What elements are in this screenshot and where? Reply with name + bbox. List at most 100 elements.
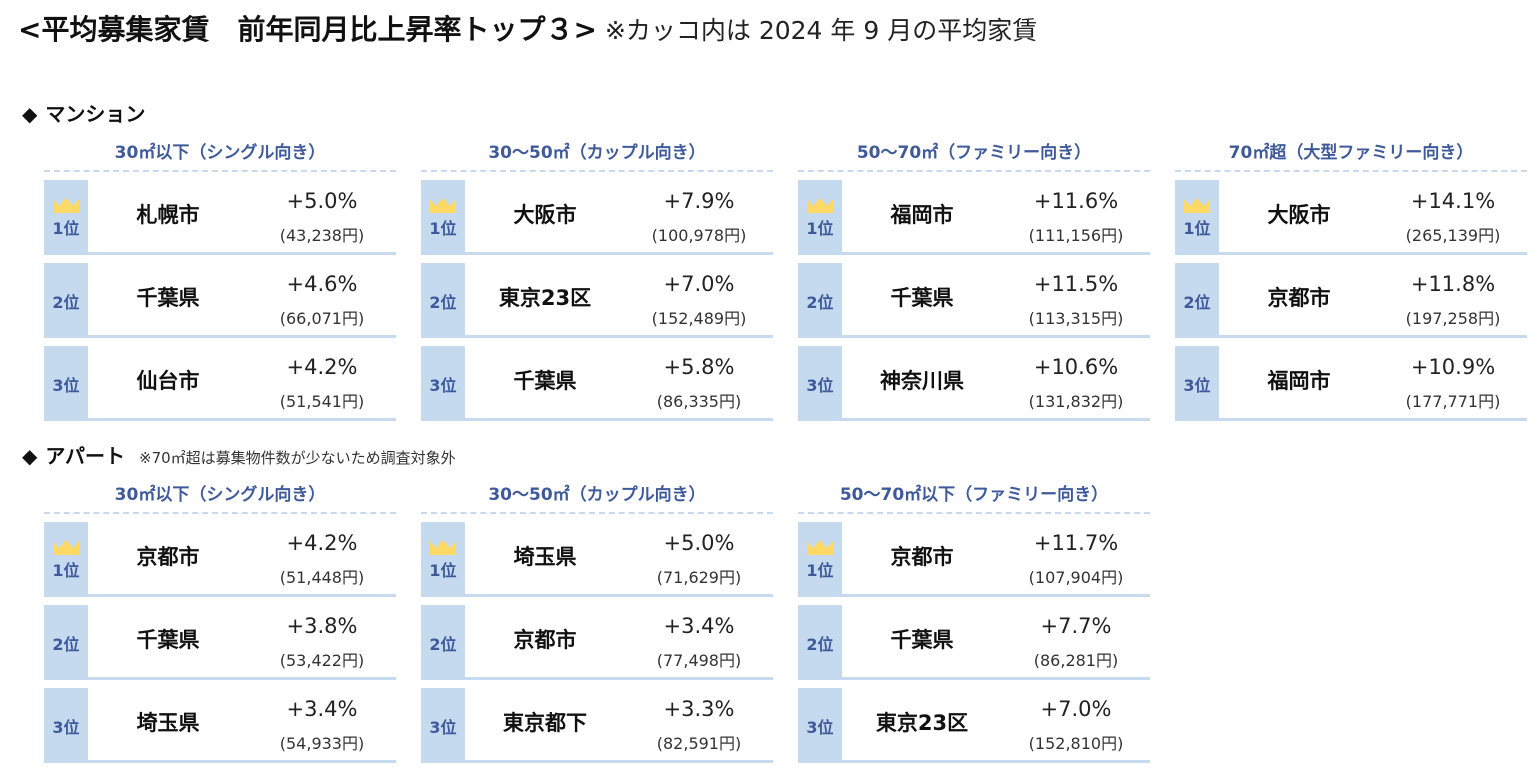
average-rent: (82,591円) bbox=[656, 734, 742, 753]
table-subhead: 30㎡以下（シングル向き） bbox=[114, 143, 326, 163]
ranking-row: 1位 大阪市 +7.9% (100,978円) bbox=[421, 180, 773, 255]
dashed-divider bbox=[44, 170, 396, 172]
average-rent: (43,238円) bbox=[279, 226, 365, 245]
ranking-row: 3位 仙台市 +4.2% (51,541円) bbox=[44, 346, 396, 421]
rank-cell: 1位 bbox=[44, 522, 88, 597]
increase-rate: +3.3% bbox=[663, 697, 735, 721]
values-cell: +3.4% (77,498円) bbox=[625, 605, 773, 677]
average-rent: (66,071円) bbox=[279, 309, 365, 328]
section-heading-mansion: ◆ マンション bbox=[22, 98, 145, 127]
rank-label: 1位 bbox=[429, 218, 457, 238]
increase-rate: +7.9% bbox=[663, 189, 735, 213]
crown-icon bbox=[1184, 197, 1210, 213]
dashed-divider bbox=[798, 512, 1150, 514]
increase-rate: +11.8% bbox=[1410, 272, 1496, 296]
ranking-row: 3位 千葉県 +5.8% (86,335円) bbox=[421, 346, 773, 421]
increase-rate: +11.7% bbox=[1033, 531, 1119, 555]
rank-cell: 3位 bbox=[44, 688, 88, 763]
rank-label: 2位 bbox=[806, 634, 834, 654]
rank-cell: 3位 bbox=[44, 346, 88, 421]
crown-icon bbox=[430, 197, 456, 213]
city-name: 京都市 bbox=[513, 628, 577, 652]
rank-label: 1位 bbox=[52, 560, 80, 580]
table-subhead: 30～50㎡（カップル向き） bbox=[488, 143, 706, 163]
average-rent: (86,335円) bbox=[656, 392, 742, 411]
values-cell: +3.3% (82,591円) bbox=[625, 688, 773, 760]
dashed-divider bbox=[421, 170, 773, 172]
city-name: 神奈川県 bbox=[880, 369, 964, 393]
table-subhead: 50～70㎡以下（ファミリー向き） bbox=[839, 485, 1109, 505]
crown-icon bbox=[53, 539, 79, 555]
values-cell: +4.6% (66,071円) bbox=[248, 263, 396, 335]
rank-label: 2位 bbox=[806, 292, 834, 312]
values-cell: +5.8% (86,335円) bbox=[625, 346, 773, 418]
ranking-table: 50～70㎡以下（ファミリー向き） 1位 京都市 +11.7% (107,904… bbox=[798, 482, 1150, 771]
ranking-row: 1位 福岡市 +11.6% (111,156円) bbox=[798, 180, 1150, 255]
rank-cell: 2位 bbox=[421, 605, 465, 680]
average-rent: (111,156円) bbox=[1028, 226, 1124, 245]
crown-icon bbox=[807, 197, 833, 213]
values-cell: +10.9% (177,771円) bbox=[1379, 346, 1527, 418]
rank-cell: 3位 bbox=[1175, 346, 1219, 421]
city-name: 千葉県 bbox=[513, 369, 577, 393]
ranking-table: 30㎡以下（シングル向き） 1位 京都市 +4.2% (51,448円) 2位 … bbox=[44, 482, 396, 771]
increase-rate: +4.6% bbox=[286, 272, 358, 296]
average-rent: (54,933円) bbox=[279, 734, 365, 753]
city-name: 札幌市 bbox=[136, 203, 200, 227]
values-cell: +11.8% (197,258円) bbox=[1379, 263, 1527, 335]
rank-label: 3位 bbox=[429, 717, 457, 737]
ranking-row: 1位 京都市 +4.2% (51,448円) bbox=[44, 522, 396, 597]
average-rent: (100,978円) bbox=[651, 226, 747, 245]
rank-label: 3位 bbox=[52, 717, 80, 737]
rank-label: 1位 bbox=[52, 218, 80, 238]
city-name: 仙台市 bbox=[136, 369, 200, 393]
rank-cell: 1位 bbox=[1175, 180, 1219, 255]
average-rent: (86,281円) bbox=[1033, 651, 1119, 670]
average-rent: (51,448円) bbox=[279, 568, 365, 587]
values-cell: +5.0% (43,238円) bbox=[248, 180, 396, 252]
diamond-bullet-icon: ◆ bbox=[22, 444, 38, 468]
rank-label: 2位 bbox=[429, 292, 457, 312]
values-cell: +7.7% (86,281円) bbox=[1002, 605, 1150, 677]
values-cell: +5.0% (71,629円) bbox=[625, 522, 773, 594]
crown-icon bbox=[430, 539, 456, 555]
average-rent: (113,315円) bbox=[1028, 309, 1124, 328]
city-name: 埼玉県 bbox=[513, 545, 577, 569]
average-rent: (177,771円) bbox=[1405, 392, 1501, 411]
rank-label: 2位 bbox=[52, 292, 80, 312]
crown-icon bbox=[807, 539, 833, 555]
rank-cell: 1位 bbox=[44, 180, 88, 255]
ranking-row: 3位 福岡市 +10.9% (177,771円) bbox=[1175, 346, 1527, 421]
increase-rate: +10.6% bbox=[1033, 355, 1119, 379]
average-rent: (152,489円) bbox=[651, 309, 747, 328]
values-cell: +4.2% (51,541円) bbox=[248, 346, 396, 418]
increase-rate: +7.0% bbox=[1040, 697, 1112, 721]
title-main: <平均募集家賃 前年同月比上昇率トップ３> bbox=[18, 13, 597, 46]
rank-cell: 1位 bbox=[798, 180, 842, 255]
average-rent: (131,832円) bbox=[1028, 392, 1124, 411]
increase-rate: +5.0% bbox=[286, 189, 358, 213]
ranking-row: 1位 埼玉県 +5.0% (71,629円) bbox=[421, 522, 773, 597]
dashed-divider bbox=[421, 512, 773, 514]
values-cell: +3.4% (54,933円) bbox=[248, 688, 396, 760]
ranking-row: 3位 東京23区 +7.0% (152,810円) bbox=[798, 688, 1150, 763]
rank-cell: 1位 bbox=[421, 522, 465, 597]
rank-label: 3位 bbox=[1183, 375, 1211, 395]
rank-cell: 3位 bbox=[421, 688, 465, 763]
rank-label: 1位 bbox=[806, 560, 834, 580]
rank-cell: 2位 bbox=[798, 263, 842, 338]
ranking-row: 3位 神奈川県 +10.6% (131,832円) bbox=[798, 346, 1150, 421]
increase-rate: +7.0% bbox=[663, 272, 735, 296]
values-cell: +7.0% (152,810円) bbox=[1002, 688, 1150, 760]
city-name: 福岡市 bbox=[890, 203, 954, 227]
section-heading-apart: ◆ アパート ※70㎡超は募集物件数が少ないため調査対象外 bbox=[22, 440, 456, 469]
ranking-row: 3位 東京都下 +3.3% (82,591円) bbox=[421, 688, 773, 763]
increase-rate: +11.5% bbox=[1033, 272, 1119, 296]
city-name: 東京23区 bbox=[498, 286, 592, 310]
rank-cell: 3位 bbox=[798, 688, 842, 763]
dashed-divider bbox=[798, 170, 1150, 172]
section-label: マンション bbox=[45, 102, 146, 126]
ranking-row: 2位 千葉県 +11.5% (113,315円) bbox=[798, 263, 1150, 338]
average-rent: (265,139円) bbox=[1405, 226, 1501, 245]
increase-rate: +4.2% bbox=[286, 531, 358, 555]
